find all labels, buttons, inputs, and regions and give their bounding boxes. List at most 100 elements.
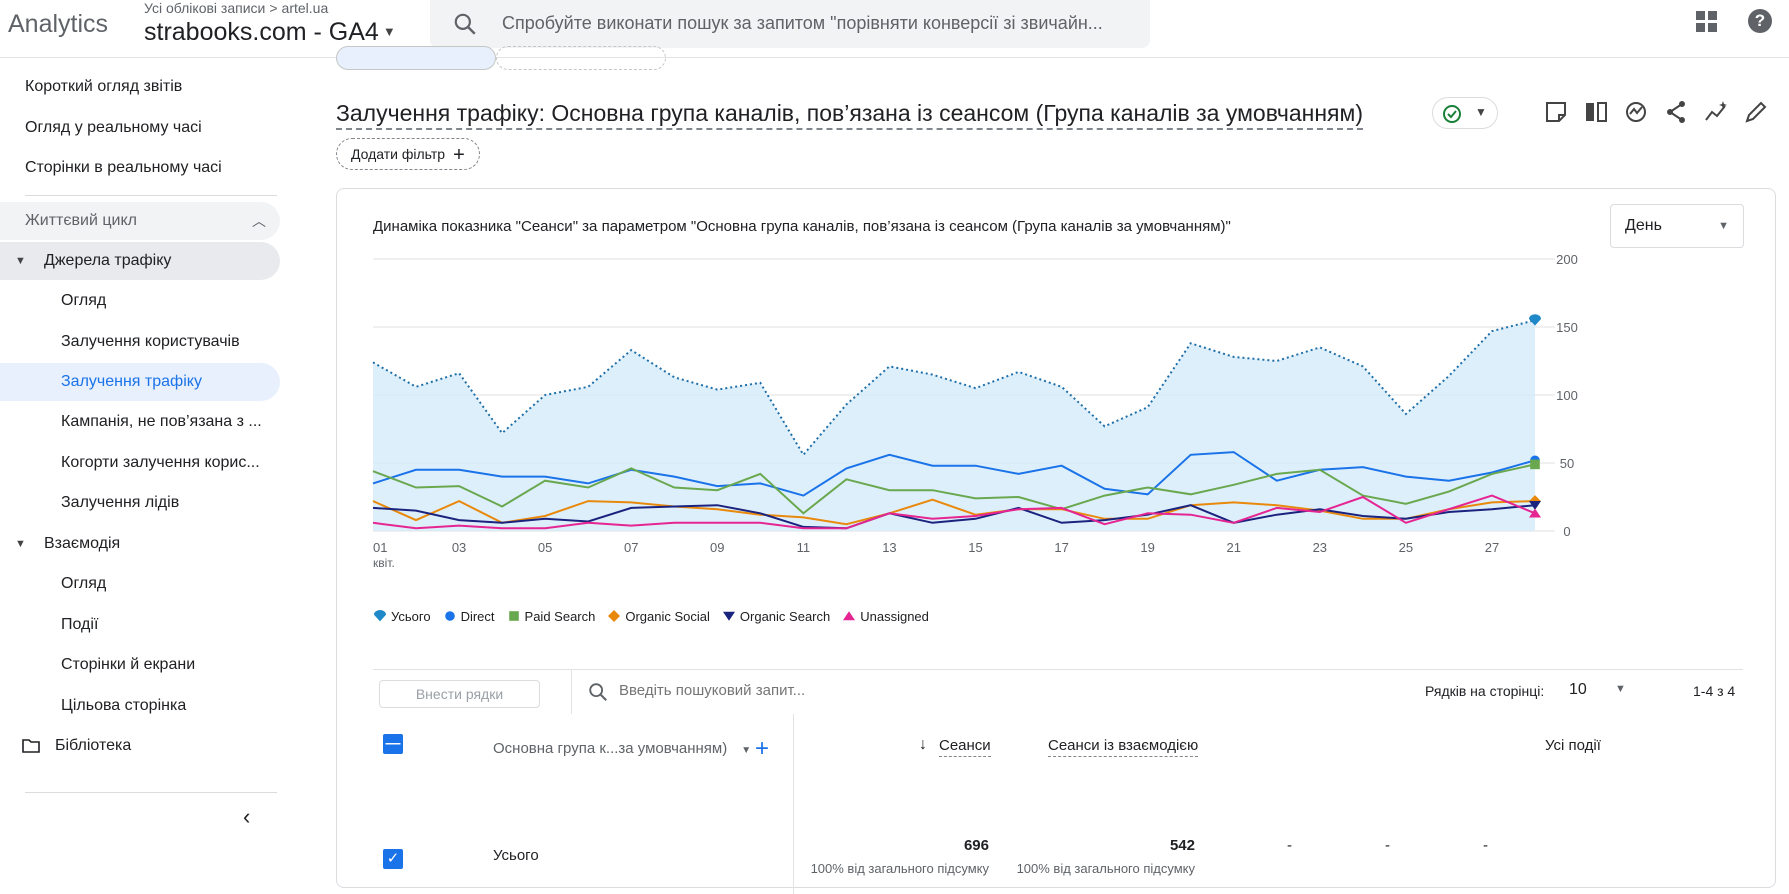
data-point-усього: [1017, 371, 1019, 373]
period-select[interactable]: День ▼: [1610, 204, 1744, 248]
caret-down-icon: ▼: [1718, 220, 1729, 232]
column-header-sessions[interactable]: Сеанси: [939, 736, 991, 757]
x-tick-label: 25: [1399, 540, 1413, 555]
plus-icon: +: [453, 144, 465, 166]
legend-item[interactable]: Paid Search: [507, 609, 596, 624]
note-icon[interactable]: [1542, 98, 1570, 126]
rows-per-page-select[interactable]: 10: [1569, 681, 1587, 698]
series-line-organic-social: [372, 498, 1536, 526]
data-point-direct: [716, 485, 718, 487]
sidebar-section-lifecycle[interactable]: Життєвий цикл ︿: [0, 202, 280, 240]
legend-item[interactable]: Unassigned: [842, 609, 929, 624]
legend-label: Paid Search: [524, 609, 596, 624]
property-selector[interactable]: strabooks.com - GA4 ▼: [144, 18, 396, 47]
add-rows-button[interactable]: Внести рядки: [379, 680, 540, 708]
data-point-direct: [845, 467, 847, 469]
data-point-organic-social: [1362, 518, 1364, 520]
data-point-paid-search: [888, 489, 890, 491]
sort-desc-arrow-icon[interactable]: ↓: [919, 736, 927, 753]
sidebar-item-acquisition-cohorts[interactable]: Когорти залучення корис...: [61, 454, 260, 471]
data-point-unassigned: [888, 512, 890, 514]
data-point-усього: [888, 365, 890, 367]
empty-value: -: [1287, 837, 1292, 854]
add-filter-button[interactable]: Додати фільтр +: [336, 138, 480, 170]
sidebar-group-engagement[interactable]: ▼ Взаємодія: [0, 525, 280, 563]
data-point-organic-search: [1491, 508, 1493, 510]
series-end-marker-усього: [1529, 314, 1541, 326]
data-point-direct: [587, 482, 589, 484]
data-point-direct: [1362, 466, 1364, 468]
sparkle-trend-icon[interactable]: [1702, 98, 1730, 126]
data-point-усього: [1491, 330, 1493, 332]
sidebar-group-traffic-sources[interactable]: ▼ Джерела трафіку: [0, 242, 280, 280]
x-tick-label: 11: [797, 540, 811, 555]
sidebar-item-lead-acquisition[interactable]: Залучення лідів: [61, 494, 180, 511]
sidebar-item-engagement-overview[interactable]: Огляд: [61, 575, 107, 592]
legend-marker-shape: [608, 610, 621, 622]
help-icon[interactable]: ?: [1748, 9, 1772, 33]
comparison-chip[interactable]: [336, 46, 496, 70]
table-search-input[interactable]: [619, 682, 1019, 699]
edit-pencil-icon[interactable]: [1742, 98, 1770, 126]
y-tick-label: 200: [1556, 252, 1578, 267]
account-breadcrumb[interactable]: Усі облікові записи > artel.ua: [144, 0, 328, 16]
data-point-direct: [372, 482, 374, 484]
data-point-organic-search: [544, 518, 546, 520]
data-point-усього: [931, 373, 933, 375]
data-point-direct: [1146, 493, 1148, 495]
sidebar-item-traffic-overview[interactable]: Огляд: [61, 292, 107, 309]
data-point-organic-social: [544, 515, 546, 517]
data-point-organic-search: [1276, 513, 1278, 515]
report-status-chip[interactable]: ▼: [1432, 97, 1498, 129]
data-point-paid-search: [1448, 490, 1450, 492]
global-search-bar[interactable]: Спробуйте виконати пошук за запитом "пор…: [430, 0, 1150, 48]
add-comparison-chip[interactable]: [496, 46, 666, 70]
apps-grid-icon[interactable]: [1696, 11, 1718, 33]
sidebar-item-traffic-acquisition[interactable]: Залучення трафіку: [0, 363, 280, 401]
sidebar-item-non-google-campaign[interactable]: Кампанія, не пов’язана з ...: [61, 413, 262, 430]
sidebar-item-realtime-overview[interactable]: Огляд у реальному часі: [25, 119, 202, 136]
series-line-unassigned: [372, 494, 1536, 530]
legend-marker-icon: [722, 611, 735, 621]
collapse-sidebar-button[interactable]: ‹: [243, 804, 251, 829]
select-all-checkbox[interactable]: —: [383, 734, 403, 754]
legend-item[interactable]: Organic Search: [722, 609, 830, 624]
data-point-unassigned: [845, 527, 847, 529]
column-header-event-count[interactable]: Усі події: [1545, 737, 1601, 754]
legend-marker-shape: [508, 611, 519, 621]
insights-icon[interactable]: [1622, 98, 1650, 126]
legend-item[interactable]: Organic Social: [607, 609, 710, 624]
sidebar-item-landing-page[interactable]: Цільова сторінка: [61, 697, 187, 714]
data-point-усього: [845, 403, 847, 405]
sidebar-item-reports-snapshot[interactable]: Короткий огляд звітів: [25, 78, 183, 95]
sidebar-item-realtime-pages[interactable]: Сторінки в реальному часі: [25, 159, 222, 176]
data-point-paid-search: [802, 512, 804, 514]
add-dimension-button[interactable]: +: [755, 735, 770, 762]
search-icon: [589, 683, 607, 701]
compare-icon[interactable]: [1582, 98, 1610, 126]
row-checkbox[interactable]: ✓: [383, 849, 403, 869]
caret-down-icon[interactable]: ▼: [1615, 683, 1626, 695]
sidebar-item-user-acquisition[interactable]: Залучення користувачів: [61, 333, 240, 350]
dimension-header-select[interactable]: Основна група к...за умовчанням) ▼: [493, 740, 751, 757]
share-icon[interactable]: [1662, 98, 1690, 126]
page-title[interactable]: Залучення трафіку: Основна група каналів…: [336, 98, 1363, 130]
sidebar-item-library[interactable]: Бібліотека: [0, 727, 280, 765]
data-point-organic-social: [845, 523, 847, 525]
sidebar-item-events[interactable]: Події: [61, 616, 99, 633]
legend-marker-icon: [444, 611, 455, 621]
legend-item[interactable]: Direct: [443, 609, 495, 624]
x-tick-label: 13: [882, 540, 896, 555]
data-point-direct: [1233, 451, 1235, 453]
sidebar-item-pages-screens[interactable]: Сторінки й екрани: [61, 656, 196, 673]
data-point-усього: [1319, 346, 1321, 348]
data-point-organic-search: [1448, 511, 1450, 513]
legend-item[interactable]: Усього: [373, 609, 431, 624]
data-point-direct: [544, 475, 546, 477]
data-point-organic-social: [372, 500, 374, 502]
x-tick-label: 23: [1313, 540, 1327, 555]
brand-name[interactable]: Analytics: [8, 10, 109, 38]
x-tick-label: 09: [710, 540, 724, 555]
column-header-engaged-sessions[interactable]: Сеанси із взаємодією: [1048, 736, 1199, 757]
data-point-unassigned: [1190, 513, 1192, 515]
